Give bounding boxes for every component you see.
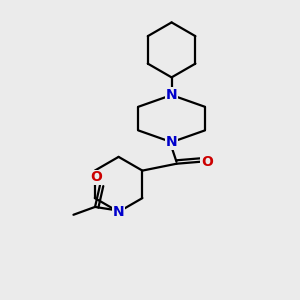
Text: N: N xyxy=(113,205,124,219)
Text: N: N xyxy=(166,88,177,102)
Text: O: O xyxy=(201,155,213,169)
Text: N: N xyxy=(166,135,177,149)
Text: O: O xyxy=(90,170,102,184)
